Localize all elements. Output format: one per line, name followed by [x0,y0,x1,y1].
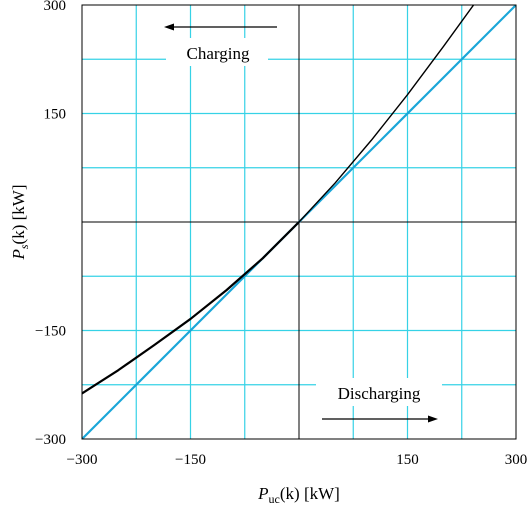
discharging-label: Discharging [338,384,421,403]
x-axis-title-rest: (k) [kW] [280,484,340,503]
y-axis-title-main: P [9,249,28,260]
x-axis-title-sub: uc [269,492,280,506]
x-tick-label: 300 [505,452,528,468]
y-tick-label: 300 [44,0,67,14]
y-axis-title: Ps(k) [kW] [9,184,31,260]
y-tick-label: 150 [44,107,67,123]
annotation-charging: Charging [164,23,277,66]
series-layer [82,5,516,439]
charging-label-background [166,38,268,66]
y-axis-title-sub: s [17,244,31,249]
y-tick-label: −150 [35,324,66,340]
charging-label: Charging [187,44,250,63]
y-axis-title-rest: (k) [kW] [9,184,28,244]
x-axis-title: Puc(k) [kW] [257,484,340,506]
discharging-label-background [316,378,442,406]
annotation-discharging: Discharging [316,378,442,423]
y-tick-label: −300 [35,432,66,448]
tick-labels: −300 −150 150 300 −300 −150 150 300 [35,0,527,468]
discharging-arrowhead [428,415,438,423]
plot-frame [81,4,517,440]
x-axis-title-main: P [257,484,268,503]
series-line-1-charging-branch [82,221,300,395]
x-tick-label: 150 [396,452,419,468]
x-tick-label: −150 [175,452,206,468]
x-tick-label: −300 [67,452,98,468]
charging-arrowhead [164,23,174,31]
